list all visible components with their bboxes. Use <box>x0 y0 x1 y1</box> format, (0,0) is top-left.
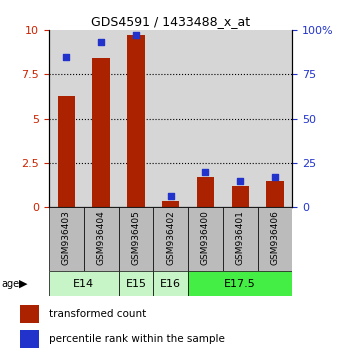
Point <box>64 54 69 59</box>
Bar <box>188 271 292 296</box>
Bar <box>153 271 188 296</box>
Bar <box>20 330 39 348</box>
Text: percentile rank within the sample: percentile rank within the sample <box>49 334 224 344</box>
Bar <box>119 207 153 271</box>
Text: E17.5: E17.5 <box>224 279 256 289</box>
Text: GSM936406: GSM936406 <box>270 210 280 265</box>
Bar <box>119 271 153 296</box>
Point <box>238 178 243 183</box>
Bar <box>49 30 84 207</box>
Bar <box>119 30 153 207</box>
Text: E14: E14 <box>73 279 94 289</box>
Bar <box>58 96 75 207</box>
Text: GSM936401: GSM936401 <box>236 210 245 265</box>
Bar <box>258 207 292 271</box>
Point <box>133 33 139 38</box>
Bar <box>162 201 179 207</box>
Bar <box>84 207 119 271</box>
Bar <box>153 207 188 271</box>
Text: GSM936402: GSM936402 <box>166 210 175 265</box>
Bar <box>49 271 119 296</box>
Bar <box>223 207 258 271</box>
Bar <box>188 30 223 207</box>
Bar <box>266 181 284 207</box>
Text: GSM936400: GSM936400 <box>201 210 210 265</box>
Bar <box>223 30 258 207</box>
Point <box>203 169 208 175</box>
Text: GSM936403: GSM936403 <box>62 210 71 265</box>
Text: ▶: ▶ <box>19 279 27 289</box>
Text: transformed count: transformed count <box>49 309 146 319</box>
Bar <box>84 30 119 207</box>
Bar <box>127 35 145 207</box>
Text: E16: E16 <box>160 279 181 289</box>
Bar <box>49 207 84 271</box>
Text: GSM936405: GSM936405 <box>131 210 140 265</box>
Bar <box>93 58 110 207</box>
Bar <box>153 30 188 207</box>
Point <box>98 40 104 45</box>
Bar <box>20 305 39 322</box>
Text: GSM936404: GSM936404 <box>97 210 106 265</box>
Text: age: age <box>2 279 20 289</box>
Title: GDS4591 / 1433488_x_at: GDS4591 / 1433488_x_at <box>91 15 250 28</box>
Point <box>272 174 278 180</box>
Bar <box>258 30 292 207</box>
Bar <box>188 207 223 271</box>
Bar <box>197 177 214 207</box>
Point <box>168 194 173 199</box>
Text: E15: E15 <box>125 279 146 289</box>
Bar <box>232 186 249 207</box>
